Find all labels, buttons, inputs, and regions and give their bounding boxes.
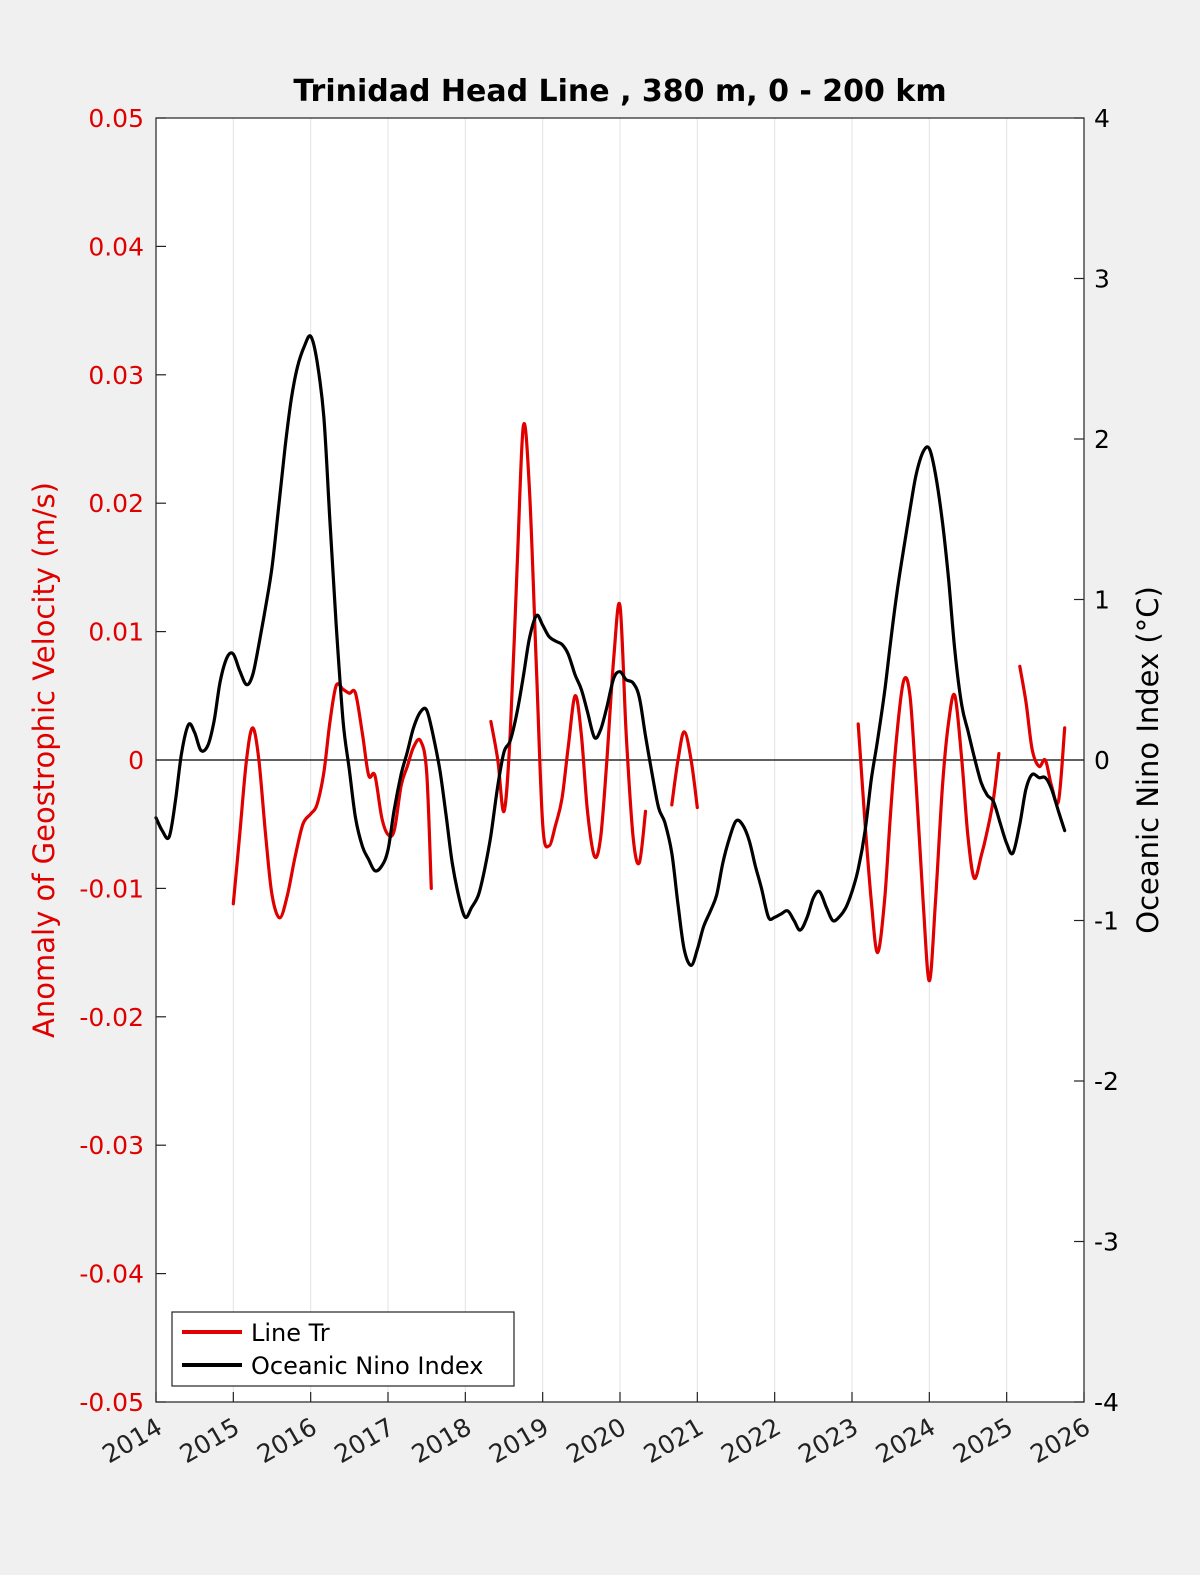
left-tick-label: 0.05	[88, 104, 144, 133]
series-layer	[154, 334, 1067, 983]
right-tick-label: -4	[1094, 1388, 1119, 1417]
x-tick-label-2020: 2020	[561, 1412, 631, 1469]
left-tick-label: 0.02	[88, 489, 144, 518]
legend-label-oni: Oceanic Nino Index	[251, 1352, 483, 1380]
line-tr-series-segment-3	[856, 676, 1001, 983]
left-tick-label: 0.03	[88, 361, 144, 390]
left-tick-label: -0.02	[79, 1003, 144, 1032]
right-axis-ticks: 4 3 2 1 0 -1 -2 -3 -4	[1074, 104, 1119, 1417]
left-axis-ticks: 0.05 0.04 0.03 0.02 0.01 0 -0.01 -0.02 -0.03 -0.0…	[79, 104, 166, 1417]
x-tick-label-2014: 2014	[97, 1412, 167, 1469]
x-tick-label-2025: 2025	[948, 1412, 1018, 1469]
right-axis-label: Oceanic Nino Index (°C)	[1131, 586, 1165, 934]
chart-title: Trinidad Head Line , 380 m, 0 - 200 km	[293, 74, 946, 109]
x-tick-label-2023: 2023	[793, 1412, 863, 1469]
line-tr-series-segment-1	[489, 422, 648, 866]
right-tick-label: -3	[1094, 1228, 1119, 1257]
x-tick-label-2016: 2016	[252, 1412, 322, 1469]
x-tick-label-2026: 2026	[1025, 1412, 1095, 1469]
x-tick-label-2015: 2015	[175, 1412, 245, 1469]
left-tick-label: 0.04	[88, 232, 144, 261]
right-tick-label: -1	[1094, 907, 1119, 936]
legend-box	[171, 1311, 515, 1387]
right-tick-label: 2	[1094, 425, 1110, 454]
right-tick-label: 0	[1094, 746, 1110, 775]
right-tick-label: 4	[1094, 104, 1110, 133]
line-tr-series-segment-2	[670, 730, 699, 810]
x-tick-label-2017: 2017	[329, 1412, 399, 1469]
x-tick-label-2018: 2018	[407, 1412, 477, 1469]
left-tick-label: 0.01	[88, 618, 144, 647]
right-tick-label: 3	[1094, 265, 1110, 294]
oni-series-segment-0	[154, 334, 1067, 967]
x-tick-label-2022: 2022	[716, 1412, 786, 1469]
left-tick-label: 0	[128, 746, 144, 775]
x-tick-label-2021: 2021	[639, 1412, 709, 1469]
x-tick-label-2024: 2024	[871, 1412, 941, 1469]
legend-label-line-tr: Line Tr	[251, 1319, 330, 1347]
line-tr-series-segment-0	[231, 682, 433, 920]
line-tr-series-segment-4	[1018, 664, 1067, 806]
left-tick-label: -0.04	[79, 1260, 144, 1289]
x-tick-label-2019: 2019	[484, 1412, 554, 1469]
legend: Line Tr Oceanic Nino Index	[171, 1311, 515, 1387]
x-axis-ticks: 2014 2015 2016 2017 2018 2019 2020 2021 2022 2023…	[97, 1392, 1095, 1469]
right-tick-label: 1	[1094, 586, 1110, 615]
left-tick-label: -0.05	[79, 1388, 144, 1417]
right-tick-label: -2	[1094, 1067, 1119, 1096]
left-tick-label: -0.03	[79, 1131, 144, 1160]
left-axis-label: Anomaly of Geostrophic Velocity (m/s)	[27, 482, 61, 1038]
left-tick-label: -0.01	[79, 874, 144, 903]
